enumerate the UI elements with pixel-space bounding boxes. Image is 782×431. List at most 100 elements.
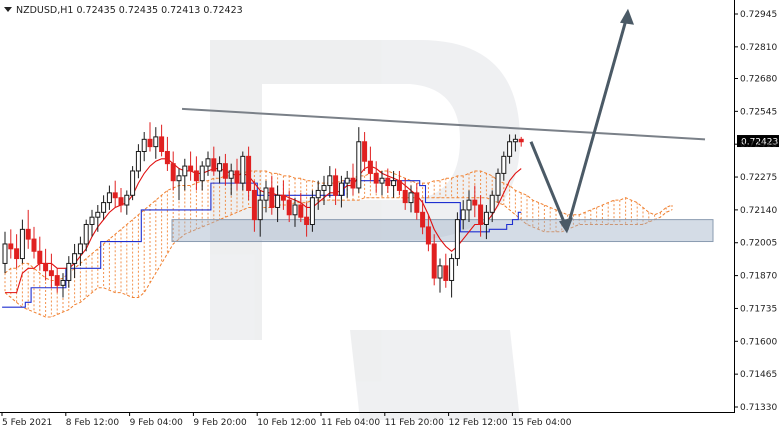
candle-body bbox=[315, 189, 321, 199]
y-tick-label: 0.72810 bbox=[740, 43, 777, 53]
y-tick-label: 0.72545 bbox=[740, 107, 777, 117]
x-tick-label: 9 Feb 04:00 bbox=[130, 418, 184, 428]
candle-body bbox=[292, 204, 298, 216]
candle-body bbox=[391, 180, 397, 187]
candle-body bbox=[338, 182, 344, 196]
candle-body bbox=[414, 192, 420, 213]
candle-body bbox=[402, 189, 408, 204]
y-tick-label: 0.72410 bbox=[740, 140, 777, 150]
forecast-up-arrowhead bbox=[620, 8, 634, 25]
y-tick-label: 0.71870 bbox=[740, 272, 777, 282]
dropdown-triangle-icon[interactable] bbox=[4, 7, 12, 12]
x-tick-label: 11 Feb 04:00 bbox=[321, 418, 380, 428]
candle-body bbox=[379, 177, 385, 184]
cloud-span-b bbox=[4, 197, 673, 318]
current-price-tag bbox=[737, 135, 779, 148]
candle-body bbox=[269, 187, 275, 208]
candle-body bbox=[66, 262, 72, 281]
y-tick-label: 0.71465 bbox=[740, 370, 777, 380]
candle-body bbox=[159, 136, 165, 152]
candle-body bbox=[118, 197, 124, 206]
x-tick-label: 15 Feb 04:00 bbox=[512, 418, 571, 428]
candle-body bbox=[222, 163, 228, 179]
candle-body bbox=[275, 194, 281, 208]
candle-body bbox=[89, 216, 95, 225]
y-tick-label: 0.71735 bbox=[740, 304, 777, 314]
tenkan-line bbox=[5, 158, 522, 294]
candle-body bbox=[286, 199, 292, 216]
candle-body bbox=[304, 216, 310, 225]
y-tick-label: 0.72680 bbox=[740, 74, 777, 84]
candle-body bbox=[507, 141, 513, 157]
x-tick-label: 8 Feb 12:00 bbox=[66, 418, 120, 428]
candle-body bbox=[2, 243, 8, 264]
y-tick-label: 0.71600 bbox=[740, 337, 777, 347]
candle-body bbox=[327, 175, 333, 187]
candle-body bbox=[443, 265, 449, 281]
candle-body bbox=[518, 138, 524, 143]
candle-body bbox=[141, 138, 147, 152]
candle-body bbox=[472, 199, 478, 206]
candle-body bbox=[95, 211, 101, 218]
candle-body bbox=[501, 155, 507, 174]
candle-body bbox=[72, 253, 78, 264]
candle-body bbox=[234, 170, 240, 184]
candle-body bbox=[333, 175, 339, 196]
candle-body bbox=[43, 262, 49, 272]
candle-body bbox=[362, 141, 368, 162]
candle-body bbox=[153, 136, 159, 148]
candle-body bbox=[77, 243, 83, 255]
candle-body bbox=[182, 165, 188, 177]
candle-body bbox=[205, 158, 211, 167]
candle-body bbox=[280, 194, 286, 201]
y-tick-label: 0.71330 bbox=[740, 403, 777, 413]
candle-body bbox=[211, 158, 217, 172]
candle-body bbox=[60, 279, 66, 286]
candle-body bbox=[101, 202, 107, 213]
candle-body bbox=[19, 228, 25, 260]
candle-body bbox=[135, 150, 141, 172]
support-zone[interactable] bbox=[171, 219, 714, 243]
candle-body bbox=[147, 138, 153, 148]
candle-body bbox=[228, 170, 234, 179]
candle-body bbox=[425, 226, 431, 245]
candle-body bbox=[112, 192, 118, 199]
symbol-header: NZDUSD,H1 0.72435 0.72435 0.72413 0.7242… bbox=[16, 5, 243, 16]
y-tick-label: 0.72005 bbox=[740, 239, 777, 249]
candle-body bbox=[449, 258, 455, 281]
candle-body bbox=[437, 265, 443, 279]
candle-body bbox=[251, 189, 257, 221]
x-tick-label: 5 Feb 2021 bbox=[2, 418, 52, 428]
candle-body bbox=[478, 204, 484, 225]
y-tick-label: 0.72140 bbox=[740, 206, 777, 216]
y-tick-label: 0.72945 bbox=[740, 10, 777, 20]
candle-body bbox=[344, 177, 350, 184]
x-tick-label: 12 Feb 12:00 bbox=[449, 418, 508, 428]
candle-body bbox=[321, 185, 327, 191]
forecast-down-arrowhead bbox=[559, 217, 573, 234]
candle-body bbox=[48, 270, 54, 277]
candle-body bbox=[408, 192, 414, 204]
candle-body bbox=[454, 219, 460, 260]
candle-body bbox=[130, 170, 136, 196]
candle-body bbox=[217, 163, 223, 172]
candle-body bbox=[420, 211, 426, 228]
candle-body bbox=[431, 243, 437, 279]
candle-body bbox=[199, 165, 205, 182]
candle-body bbox=[83, 223, 89, 245]
candle-body bbox=[495, 172, 501, 196]
x-tick-label: 9 Feb 20:00 bbox=[193, 418, 247, 428]
candle-body bbox=[466, 199, 472, 211]
candle-body bbox=[37, 250, 43, 264]
candle-body bbox=[350, 177, 356, 189]
candle-body bbox=[396, 180, 402, 191]
candle-body bbox=[483, 211, 489, 225]
candle-body bbox=[512, 138, 518, 143]
candle-body bbox=[25, 228, 31, 240]
candle-body bbox=[54, 275, 60, 286]
resistance-trendline[interactable] bbox=[181, 107, 706, 141]
candle-body bbox=[263, 187, 269, 201]
candle-body bbox=[170, 163, 176, 182]
candle-body bbox=[240, 155, 246, 184]
